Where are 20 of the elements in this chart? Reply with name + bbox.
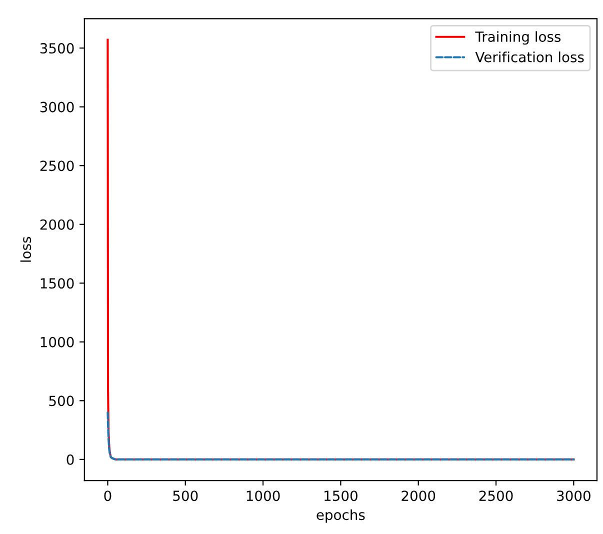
y-tick-label: 2500 bbox=[40, 160, 74, 172]
x-tick-label: 3000 bbox=[557, 490, 590, 502]
x-tick-label: 500 bbox=[173, 490, 198, 502]
x-tick-label: 1000 bbox=[246, 490, 280, 502]
y-tick-label: 1000 bbox=[40, 336, 74, 348]
x-axis-title: epochs bbox=[316, 509, 365, 523]
y-tick-label: 1500 bbox=[40, 278, 74, 289]
y-tick-label: 0 bbox=[66, 454, 74, 465]
y-tick-label: 3000 bbox=[40, 102, 74, 112]
legend-label: Verification loss bbox=[475, 52, 584, 62]
y-tick-label: 2000 bbox=[40, 219, 74, 230]
x-tick-label: 1500 bbox=[324, 490, 358, 502]
y-tick-label: 500 bbox=[49, 396, 74, 406]
y-axis-title: loss bbox=[20, 236, 32, 262]
y-tick-label: 3500 bbox=[40, 43, 74, 54]
x-tick-label: 2500 bbox=[479, 490, 513, 502]
x-tick-label: 2000 bbox=[402, 490, 436, 502]
line-series bbox=[106, 411, 575, 460]
legend-label: Training loss bbox=[475, 31, 561, 45]
x-tick-label: 0 bbox=[104, 490, 112, 502]
